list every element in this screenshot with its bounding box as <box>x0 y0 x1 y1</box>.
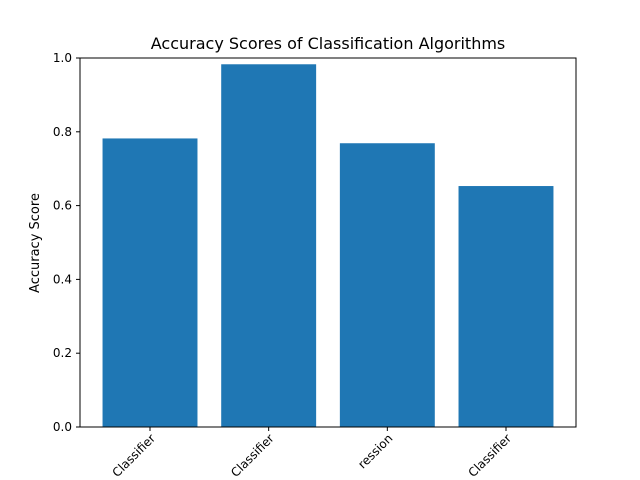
y-axis-ticks: 0.0 0.2 0.4 0.6 0.8 1.0 <box>53 51 80 434</box>
bar-4 <box>458 186 554 427</box>
bar-1 <box>102 138 198 427</box>
bar-3 <box>339 143 435 427</box>
y-tick-label: 0.0 <box>53 420 72 434</box>
y-axis-label: Accuracy Score <box>28 193 43 293</box>
y-tick-label: 0.2 <box>53 346 72 360</box>
x-tick-label: ression <box>355 431 395 471</box>
bar-2 <box>221 64 317 427</box>
y-tick-label: 1.0 <box>53 51 72 65</box>
chart-title: Accuracy Scores of Classification Algori… <box>151 34 506 53</box>
x-axis-ticks: Classifier Classifier ression Classifier <box>109 427 514 480</box>
x-tick-label: Classifier <box>109 431 158 480</box>
x-tick-label: Classifier <box>465 431 514 480</box>
x-tick-label: Classifier <box>228 431 277 480</box>
plot-area-frame <box>79 57 577 428</box>
y-tick-label: 0.6 <box>53 199 72 213</box>
bars-layer <box>102 64 554 427</box>
y-tick-label: 0.8 <box>53 125 72 139</box>
y-tick-label: 0.4 <box>53 272 72 286</box>
